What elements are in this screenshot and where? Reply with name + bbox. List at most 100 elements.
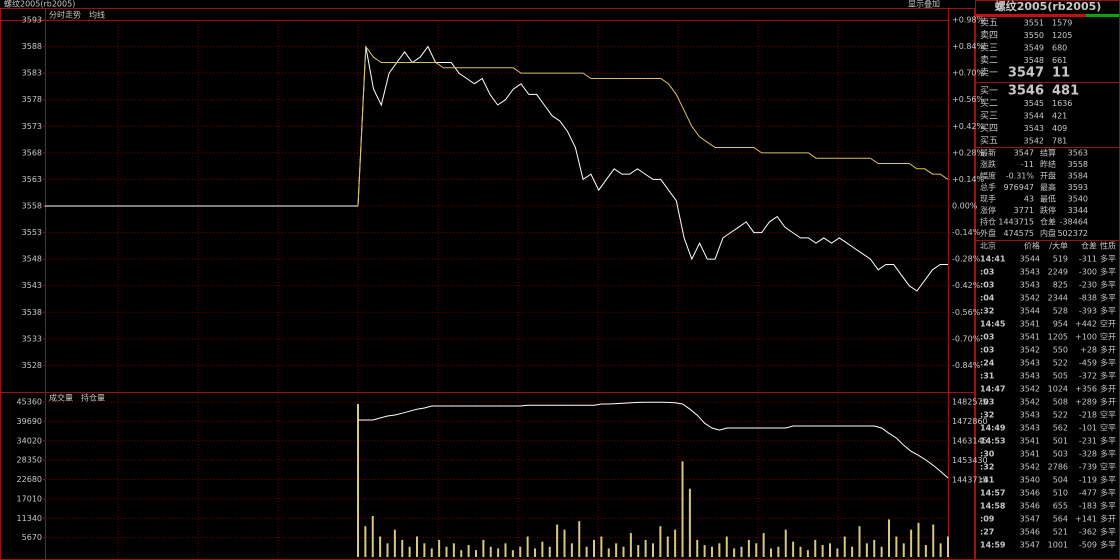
trade-cell: -101 bbox=[1079, 424, 1097, 433]
volume-bar bbox=[386, 543, 389, 557]
book-price: 3551 bbox=[1024, 19, 1044, 28]
trade-cell: 14:45 bbox=[980, 320, 1006, 329]
window-title: 螺纹2005(rb2005) bbox=[4, 0, 75, 9]
book-price: 3548 bbox=[1024, 56, 1044, 65]
stat-value: 3771 bbox=[1014, 206, 1034, 215]
trade-cell: 501 bbox=[1053, 437, 1068, 446]
y2-tick-label: 1482575 bbox=[952, 398, 988, 407]
volume-bar bbox=[416, 536, 418, 557]
trade-cell: 多平 bbox=[1100, 306, 1116, 316]
trade-cell: 503 bbox=[1053, 450, 1068, 459]
trade-cell: +442 bbox=[1075, 320, 1097, 329]
trade-cell: 空开 bbox=[1100, 319, 1116, 329]
volume-bar bbox=[467, 545, 470, 557]
stat-value: 3344 bbox=[1068, 206, 1088, 215]
stat-label: 涨跌 bbox=[980, 159, 996, 169]
trade-cell: 2786 bbox=[1048, 463, 1068, 472]
book-label: 买一 bbox=[980, 86, 998, 97]
trade-cell: 3543 bbox=[1020, 424, 1040, 433]
trade-cell: :32 bbox=[980, 411, 994, 420]
trade-cell: :03 bbox=[980, 268, 994, 277]
stat-value: 976947 bbox=[1003, 183, 1034, 192]
trade-cell: 1205 bbox=[1048, 333, 1068, 342]
volume-bar bbox=[902, 543, 905, 557]
trade-cell: 多平 bbox=[1100, 501, 1116, 511]
y-tick-label: 45360 bbox=[17, 398, 42, 407]
volume-bar bbox=[681, 461, 684, 557]
y2-tick-label: -0.14% bbox=[952, 228, 981, 237]
trade-cell: 3541 bbox=[1020, 320, 1040, 329]
volume-bar bbox=[917, 522, 920, 557]
book-price: 3545 bbox=[1024, 99, 1044, 108]
volume-bar bbox=[600, 536, 603, 557]
stat-value: 3558 bbox=[1068, 160, 1088, 169]
trade-header: /大单 bbox=[1049, 241, 1068, 251]
trade-cell: 多平 bbox=[1100, 254, 1116, 264]
trade-header: 价格 bbox=[1024, 241, 1040, 251]
book-price: 3550 bbox=[1024, 31, 1044, 40]
trade-cell: 528 bbox=[1053, 307, 1068, 316]
volume-bar bbox=[593, 539, 595, 557]
stat-value: 3563 bbox=[1068, 149, 1088, 158]
book-price: 3543 bbox=[1024, 124, 1044, 133]
trade-cell: :03 bbox=[980, 333, 994, 342]
trade-cell: 3542 bbox=[1020, 398, 1040, 407]
y2-tick-label: +0.14% bbox=[952, 175, 985, 184]
volume-bar bbox=[939, 543, 942, 557]
trade-cell: -739 bbox=[1079, 463, 1097, 472]
book-price: 3549 bbox=[1024, 44, 1044, 53]
book-volume: 481 bbox=[1052, 84, 1079, 99]
volume-bar bbox=[666, 536, 669, 557]
volume-bar bbox=[393, 529, 396, 557]
volume-bar bbox=[829, 543, 831, 557]
book-volume: 421 bbox=[1052, 112, 1067, 121]
volume-bar bbox=[947, 536, 949, 557]
trade-cell: :32 bbox=[980, 307, 994, 316]
trade-cell: 3542 bbox=[1020, 385, 1040, 394]
trade-cell: 多平 bbox=[1100, 449, 1116, 459]
trade-cell: 550 bbox=[1053, 346, 1068, 355]
stat-label: 仓差 bbox=[1040, 217, 1056, 227]
volume-bar bbox=[888, 519, 890, 557]
toolbar[interactable]: 显示叠加 bbox=[908, 0, 940, 9]
trade-cell: 3547 bbox=[1020, 541, 1040, 550]
book-label: 卖四 bbox=[980, 30, 998, 41]
stat-value: -38464 bbox=[1060, 218, 1088, 227]
stat-value: 3547 bbox=[1014, 149, 1034, 158]
trade-cell: -230 bbox=[1079, 281, 1097, 290]
series-line bbox=[357, 45, 949, 207]
trade-cell: :32 bbox=[980, 463, 994, 472]
volume-bar bbox=[637, 545, 640, 557]
volume-bar bbox=[740, 546, 743, 557]
y2-tick-label: 1472860 bbox=[952, 417, 988, 426]
stat-value: 43 bbox=[1024, 195, 1034, 204]
trade-cell: 3544 bbox=[1020, 255, 1040, 264]
volume-bar bbox=[460, 550, 463, 557]
trade-cell: -311 bbox=[1079, 255, 1097, 264]
volume-bar bbox=[475, 550, 477, 557]
trade-cell: 多平 bbox=[1100, 371, 1116, 381]
trade-cell: -509 bbox=[1079, 541, 1097, 550]
trade-cell: 多平 bbox=[1100, 527, 1116, 537]
volume-bar bbox=[371, 516, 374, 557]
trade-header: 性质 bbox=[1100, 241, 1116, 251]
volume-bar bbox=[607, 548, 610, 557]
trade-cell: 3542 bbox=[1020, 463, 1040, 472]
trade-cell: 504 bbox=[1053, 476, 1068, 485]
y2-tick-label: 0.00% bbox=[952, 202, 978, 211]
y2-tick-label: -0.28% bbox=[952, 255, 981, 264]
trade-cell: +356 bbox=[1075, 385, 1097, 394]
trade-cell: 825 bbox=[1053, 281, 1068, 290]
book-volume: 409 bbox=[1052, 124, 1067, 133]
book-volume: 11 bbox=[1052, 66, 1070, 81]
stat-value: 3584 bbox=[1068, 172, 1088, 181]
volume-bar bbox=[836, 548, 839, 557]
volume-bar bbox=[688, 488, 691, 557]
y-tick-label: 3578 bbox=[22, 95, 42, 104]
volume-bar bbox=[482, 539, 485, 557]
trade-cell: 多平 bbox=[1100, 293, 1116, 303]
volume-bar bbox=[578, 521, 581, 557]
trade-cell: 3546 bbox=[1020, 502, 1040, 511]
